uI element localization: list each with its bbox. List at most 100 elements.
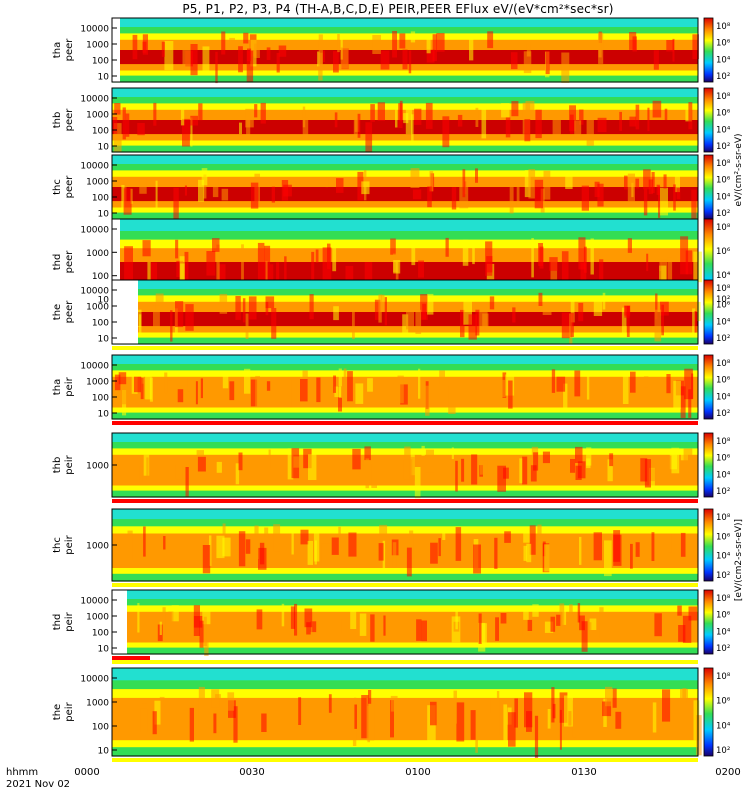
spectrogram-streak <box>334 386 342 398</box>
spectrogram-streak <box>145 371 152 400</box>
spectrogram-streak <box>260 102 266 124</box>
colorbar-tick-label: 10⁸ <box>716 513 731 523</box>
spectrogram-streak <box>212 238 220 252</box>
spectrogram-streak <box>284 256 287 291</box>
spectrogram-streak <box>659 248 662 272</box>
spectrogram-streak <box>604 540 612 577</box>
spectrogram-streak <box>142 34 148 55</box>
spectrogram-streak <box>332 246 337 272</box>
spectrogram-band <box>112 332 698 339</box>
spectrogram-band <box>112 599 698 606</box>
spectrogram-streak <box>468 314 477 340</box>
spectrogram-streak <box>182 118 190 147</box>
spectrogram-streak <box>242 298 246 323</box>
status-bar <box>112 499 698 503</box>
spectrogram-streak <box>125 113 130 137</box>
spectrogram-streak <box>430 542 438 564</box>
spectrogram-streak <box>543 170 551 200</box>
spectrogram-streak <box>379 524 388 536</box>
spectrogram-streak <box>294 603 298 636</box>
spectrogram-streak <box>523 51 532 74</box>
spectrogram-streak <box>569 604 573 616</box>
spectrogram-streak <box>542 451 550 464</box>
spectrogram-streak <box>635 178 640 189</box>
y-tick-label: 10 <box>98 296 110 306</box>
spectrogram-streak <box>496 691 500 735</box>
spectrogram-streak <box>402 314 409 336</box>
spectrogram-band <box>112 289 698 296</box>
spectrogram-streak <box>692 308 696 336</box>
spectrogram-streak <box>121 388 130 405</box>
spectrogram-band <box>112 155 698 165</box>
spectrogram-streak <box>559 709 562 750</box>
spectrogram-streak <box>680 236 689 275</box>
spectrogram-streak <box>653 50 659 70</box>
spectrogram-band <box>112 485 698 492</box>
spectrogram-streak <box>430 701 437 726</box>
spectrogram-streak <box>534 179 544 209</box>
spectrogram-streak <box>462 239 469 266</box>
colorbar-tick-label: 10⁶ <box>716 376 731 386</box>
spectrogram-streak <box>121 185 125 212</box>
spectrogram-streak <box>221 31 226 55</box>
panel-probe-label: the <box>52 704 63 720</box>
spectrogram-streak <box>276 262 280 289</box>
spectrogram-streak <box>265 261 268 295</box>
spectrogram-streak <box>255 375 260 407</box>
spectrogram-streak <box>655 293 658 320</box>
x-tick-label: 0200 <box>715 767 740 778</box>
spectrogram-streak <box>602 701 612 717</box>
spectrogram-streak <box>198 103 203 121</box>
spectrogram-streak <box>140 377 144 400</box>
y-tick-label: 10000 <box>80 362 109 372</box>
spectrogram-streak <box>132 34 138 60</box>
spectrogram-streak <box>676 188 681 200</box>
spectrogram-streak <box>487 31 494 49</box>
spectrogram-streak <box>168 611 174 634</box>
spectrogram-streak <box>448 385 456 414</box>
panel-probe-label: the <box>52 304 63 320</box>
spectrogram-streak <box>338 526 341 542</box>
y-tick-label: 100 <box>92 319 109 329</box>
spectrogram-band <box>112 18 698 28</box>
spectrogram-streak <box>426 38 431 54</box>
spectrogram-streak <box>472 246 475 265</box>
spectrogram-streak <box>347 371 353 402</box>
spectrogram-streak <box>222 537 231 557</box>
spectrogram-streak <box>549 257 558 271</box>
spectrogram-streak <box>137 309 142 327</box>
spectrogram-streak <box>658 186 661 218</box>
spectrogram-streak <box>266 381 271 391</box>
spectrogram-streak <box>652 702 657 733</box>
spectrogram-streak <box>166 380 172 393</box>
spectrogram-streak <box>177 389 184 403</box>
spectrogram-streak <box>697 301 701 322</box>
colorbar-tick-label: 10⁶ <box>716 611 731 621</box>
spectrogram-streak <box>425 449 434 473</box>
spectrogram-streak <box>182 45 191 67</box>
spectrogram-streak <box>442 528 446 540</box>
spectrogram-streak <box>439 370 445 384</box>
spectrogram-panel: 10000 1000 100 10 the peir 10⁸ 10⁶ 10⁴ 10² <box>52 667 731 762</box>
spectrogram-streak <box>300 379 308 402</box>
spectrogram-band <box>112 479 698 487</box>
spectrogram-streak <box>382 540 386 570</box>
y-tick-label: 1000 <box>86 462 109 472</box>
spectrogram-streak <box>163 536 166 550</box>
spectrogram-streak <box>155 180 158 208</box>
spectrogram-streak <box>426 49 435 63</box>
spectrogram-streak <box>198 179 205 202</box>
spectrogram-streak <box>674 171 680 193</box>
spectrogram-streak <box>215 51 218 84</box>
colorbar-tick-label: 10⁶ <box>716 301 731 311</box>
spectrogram-streak <box>680 688 688 732</box>
spectrogram-streak <box>501 103 510 118</box>
colorbar <box>703 279 714 345</box>
spectrogram-streak <box>250 39 257 67</box>
spectrogram-streak <box>184 251 189 283</box>
spectrogram-streak <box>281 180 289 201</box>
colorbar-tick-label: 10⁸ <box>716 223 731 233</box>
spectrogram-streak <box>531 238 534 278</box>
spectrogram-streak <box>147 262 151 291</box>
colorbar-tick-label: 10² <box>716 209 730 219</box>
